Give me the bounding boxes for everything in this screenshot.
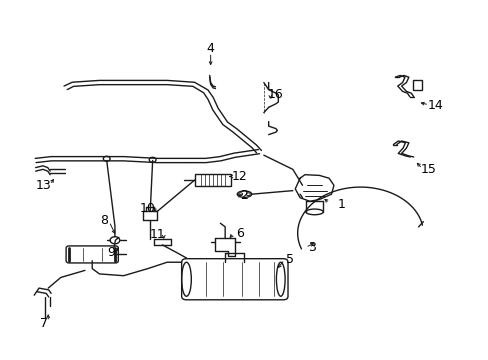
Text: 2: 2 [240,189,248,202]
Text: 1: 1 [337,198,345,211]
Text: 7: 7 [40,317,48,330]
Text: 9: 9 [107,246,115,259]
Bar [194,174,231,186]
Text: 4: 4 [206,42,214,55]
Text: 15: 15 [419,163,435,176]
Text: 13: 13 [36,179,52,192]
Text: 8: 8 [100,214,108,227]
Text: 3: 3 [307,241,315,254]
Text: 12: 12 [231,170,247,183]
Text: 14: 14 [427,99,443,112]
Text: 5: 5 [286,253,294,266]
Bar [412,80,422,90]
Text: 10: 10 [140,202,156,215]
Text: 16: 16 [267,89,283,102]
Text: 11: 11 [149,229,165,242]
Text: 6: 6 [235,227,243,240]
